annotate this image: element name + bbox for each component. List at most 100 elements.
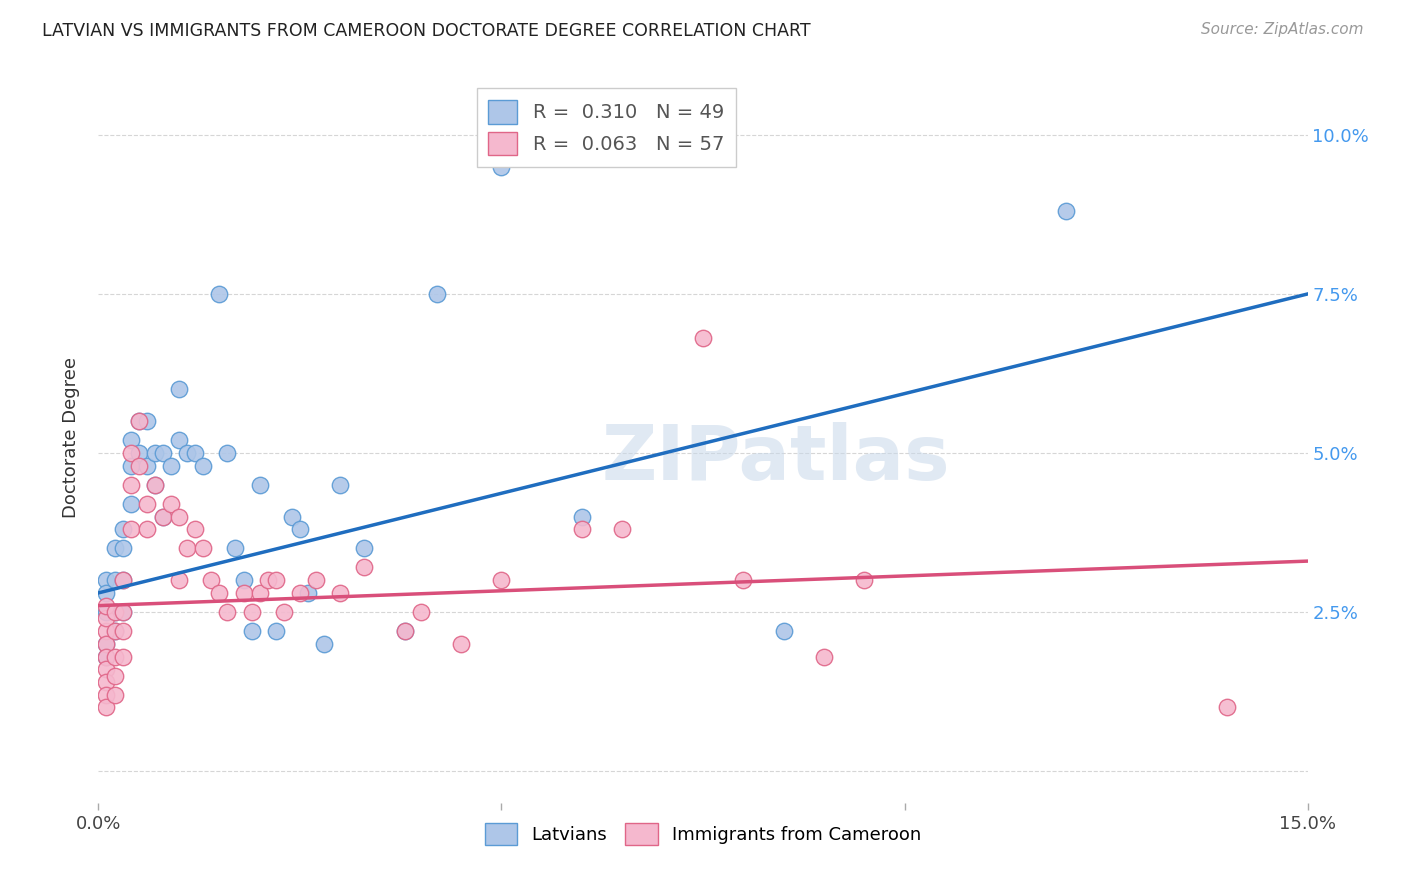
Point: [96, 624, 118, 638]
Point: [128, 458, 150, 473]
Point: [96, 649, 118, 664]
Point: [264, 573, 287, 587]
Point: [224, 541, 246, 556]
Point: [208, 287, 231, 301]
Point: [167, 509, 190, 524]
Point: [232, 573, 254, 587]
Point: [111, 541, 134, 556]
Point: [103, 605, 125, 619]
Point: [152, 509, 174, 524]
Point: [264, 624, 287, 638]
Point: [120, 434, 142, 448]
Point: [297, 586, 319, 600]
Point: [772, 624, 794, 638]
Point: [128, 414, 150, 428]
Point: [305, 573, 328, 587]
Point: [103, 624, 125, 638]
Legend: Latvians, Immigrants from Cameroon: Latvians, Immigrants from Cameroon: [477, 816, 929, 852]
Point: [111, 573, 134, 587]
Point: [240, 624, 263, 638]
Point: [96, 605, 118, 619]
Point: [167, 573, 190, 587]
Point: [143, 477, 166, 491]
Point: [96, 662, 118, 676]
Point: [288, 522, 311, 536]
Point: [353, 560, 375, 574]
Point: [96, 675, 118, 690]
Point: [120, 477, 142, 491]
Point: [111, 624, 134, 638]
Point: [96, 649, 118, 664]
Point: [103, 573, 125, 587]
Point: [571, 509, 593, 524]
Point: [103, 541, 125, 556]
Point: [249, 586, 271, 600]
Point: [96, 688, 118, 702]
Point: [329, 586, 352, 600]
Point: [813, 649, 835, 664]
Point: [96, 586, 118, 600]
Point: [256, 573, 278, 587]
Point: [152, 509, 174, 524]
Point: [450, 637, 472, 651]
Point: [491, 160, 513, 174]
Point: [193, 541, 215, 556]
Point: [111, 573, 134, 587]
Point: [176, 446, 198, 460]
Point: [135, 522, 157, 536]
Point: [120, 522, 142, 536]
Point: [103, 668, 125, 682]
Point: [96, 637, 118, 651]
Text: LATVIAN VS IMMIGRANTS FROM CAMEROON DOCTORATE DEGREE CORRELATION CHART: LATVIAN VS IMMIGRANTS FROM CAMEROON DOCT…: [42, 22, 811, 40]
Y-axis label: Doctorate Degree: Doctorate Degree: [62, 357, 80, 517]
Point: [217, 605, 239, 619]
Point: [128, 446, 150, 460]
Point: [103, 605, 125, 619]
Point: [394, 624, 416, 638]
Point: [143, 477, 166, 491]
Point: [167, 434, 190, 448]
Point: [314, 637, 336, 651]
Point: [111, 522, 134, 536]
Text: ZIPatlas: ZIPatlas: [602, 422, 950, 496]
Point: [612, 522, 634, 536]
Point: [1216, 700, 1239, 714]
Point: [96, 599, 118, 613]
Point: [160, 458, 183, 473]
Point: [111, 605, 134, 619]
Point: [96, 637, 118, 651]
Point: [143, 446, 166, 460]
Point: [184, 522, 207, 536]
Point: [249, 477, 271, 491]
Point: [103, 624, 125, 638]
Point: [288, 586, 311, 600]
Point: [273, 605, 295, 619]
Point: [167, 383, 190, 397]
Point: [120, 497, 142, 511]
Point: [491, 573, 513, 587]
Point: [240, 605, 263, 619]
Point: [96, 573, 118, 587]
Point: [394, 624, 416, 638]
Point: [103, 688, 125, 702]
Point: [353, 541, 375, 556]
Point: [128, 414, 150, 428]
Point: [184, 446, 207, 460]
Point: [152, 446, 174, 460]
Point: [135, 497, 157, 511]
Point: [733, 573, 755, 587]
Point: [111, 605, 134, 619]
Point: [103, 649, 125, 664]
Point: [111, 649, 134, 664]
Point: [120, 458, 142, 473]
Point: [200, 573, 222, 587]
Point: [232, 586, 254, 600]
Point: [135, 458, 157, 473]
Point: [96, 611, 118, 625]
Point: [217, 446, 239, 460]
Text: Source: ZipAtlas.com: Source: ZipAtlas.com: [1201, 22, 1364, 37]
Point: [571, 522, 593, 536]
Point: [329, 477, 352, 491]
Point: [409, 605, 432, 619]
Point: [1054, 204, 1077, 219]
